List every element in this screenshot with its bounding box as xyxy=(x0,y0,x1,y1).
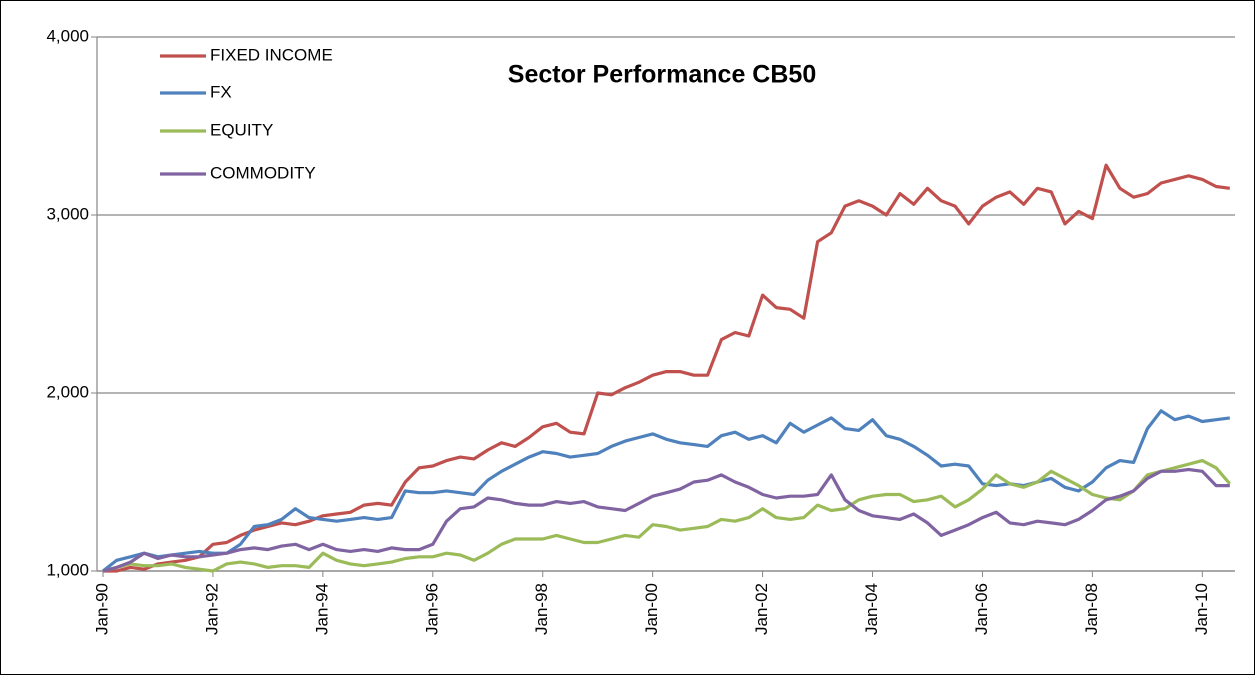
x-tick-label: Jan-96 xyxy=(422,583,441,635)
y-tick-label: 4,000 xyxy=(46,26,89,45)
x-tick-label: Jan-90 xyxy=(92,583,111,635)
y-tick-label: 1,000 xyxy=(46,560,89,579)
x-tick-label: Jan-10 xyxy=(1192,583,1211,635)
legend-label: EQUITY xyxy=(210,120,273,139)
x-tick-label: Jan-02 xyxy=(752,583,771,635)
x-tick-label: Jan-00 xyxy=(642,583,661,635)
x-tick-label: Jan-04 xyxy=(862,583,881,635)
series-line xyxy=(103,163,1231,573)
x-tick-label: Jan-92 xyxy=(202,583,221,635)
series-line xyxy=(102,409,1231,573)
x-tick-label: Jan-94 xyxy=(312,583,331,635)
legend-label: FX xyxy=(210,82,232,101)
y-tick-label: 3,000 xyxy=(46,204,89,223)
y-tick-label: 2,000 xyxy=(46,382,89,401)
legend-label: COMMODITY xyxy=(210,163,316,182)
x-tick-label: Jan-98 xyxy=(532,583,551,635)
x-tick-label: Jan-08 xyxy=(1082,583,1101,635)
chart-title: Sector Performance CB50 xyxy=(508,61,816,89)
x-tick-label: Jan-06 xyxy=(972,583,991,635)
legend-label: FIXED INCOME xyxy=(210,45,333,64)
series-line xyxy=(102,459,1232,573)
series-line xyxy=(102,467,1230,573)
